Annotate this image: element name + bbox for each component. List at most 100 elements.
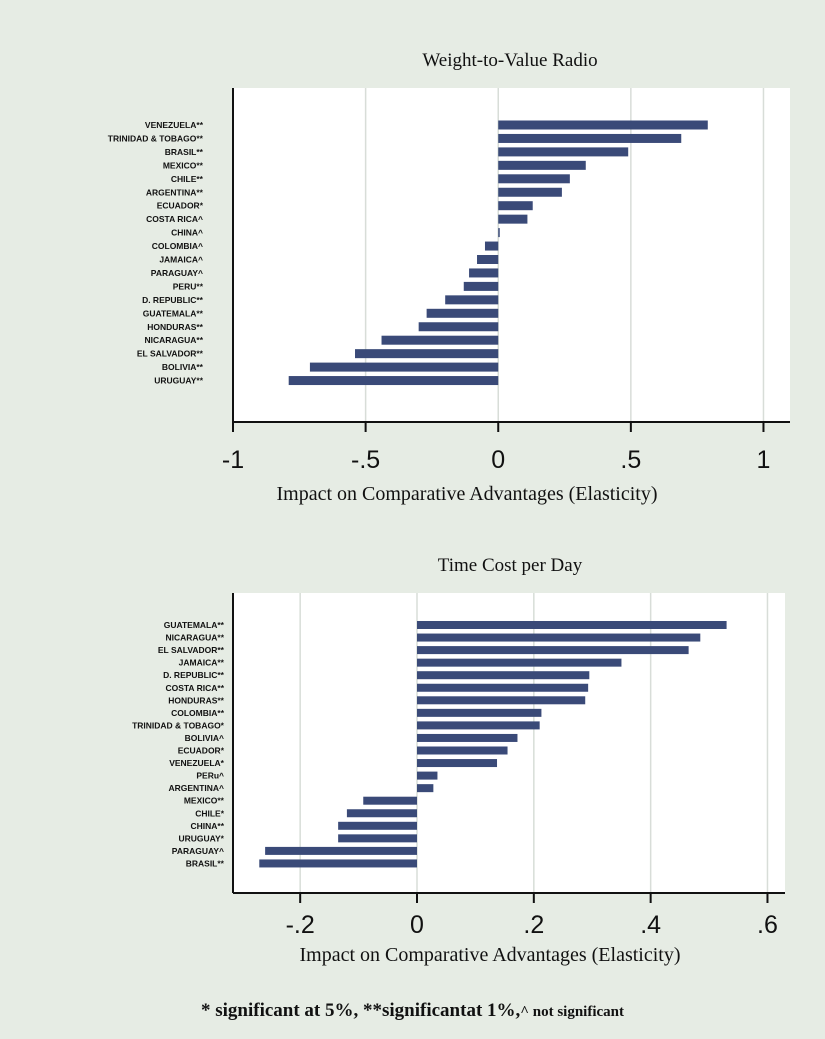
x-axis-label: Impact on Comparative Advantages (Elasti… — [277, 483, 658, 505]
bar — [417, 784, 434, 793]
category-label: JAMAICA** — [179, 658, 225, 668]
bar — [498, 120, 708, 130]
bar — [417, 671, 590, 680]
category-label: PERU** — [173, 281, 204, 291]
category-label: D. REPUBLIC** — [142, 295, 204, 305]
category-label: MEXICO** — [184, 796, 225, 806]
bar — [477, 255, 499, 264]
chart-title: Time Cost per Day — [438, 555, 583, 576]
category-label: BOLIVIA** — [162, 362, 204, 372]
bar — [417, 708, 542, 717]
x-ticks: -.2 0 .2 .4 .6 — [286, 893, 778, 939]
x-tick-label: .6 — [757, 911, 778, 939]
category-label: CHILE** — [171, 174, 204, 184]
bar — [418, 322, 499, 332]
bar — [288, 376, 499, 386]
category-label: EL SALVADOR** — [158, 645, 225, 655]
category-label: TRINIDAD & TOBAGO* — [132, 720, 225, 730]
category-label: VENEZUELA** — [145, 120, 204, 130]
bars — [288, 120, 708, 386]
chart-panel-time-cost: Time Cost per Day GUATEMALA** NICARAGUA**… — [132, 555, 785, 966]
category-label: MEXICO** — [163, 160, 204, 170]
bar — [417, 759, 498, 768]
chart-title: Weight-to-Value Radio — [422, 50, 597, 71]
bar — [445, 295, 499, 305]
bar — [417, 746, 508, 755]
bar — [498, 201, 533, 211]
bar — [417, 633, 701, 642]
category-label: CHINA** — [190, 821, 224, 831]
category-label: ECUADOR* — [157, 201, 204, 211]
category-label: ARGENTINA** — [146, 187, 204, 197]
bar — [498, 187, 562, 197]
category-label: BRASIL** — [165, 147, 204, 157]
footnote-main: * significant at 5%, **significantat 1%, — [200, 1000, 521, 1021]
category-label: TRINIDAD & TOBAGO** — [108, 133, 204, 143]
category-label: BRASIL** — [186, 858, 225, 868]
bar — [265, 846, 417, 855]
bar — [417, 658, 622, 667]
category-label: ECUADOR* — [178, 746, 225, 756]
category-label: GUATEMALA** — [164, 620, 225, 630]
bar — [259, 859, 417, 868]
category-label: JAMAICA^ — [159, 255, 203, 265]
category-label: CHINA^ — [171, 228, 203, 238]
category-label: NICARAGUA** — [144, 335, 203, 345]
category-label: COSTA RICA** — [165, 683, 224, 693]
category-label: PARAGUAY^ — [172, 846, 224, 856]
x-tick-label: -.5 — [351, 446, 380, 474]
category-labels: GUATEMALA** NICARAGUA** EL SALVADOR** JAMAI… — [132, 620, 225, 868]
category-label: PARAGUAY^ — [151, 268, 203, 278]
x-tick-label: -.2 — [286, 911, 315, 939]
category-label: URUGUAY* — [178, 833, 224, 843]
bar — [498, 228, 500, 238]
plot-area — [233, 593, 785, 893]
bar — [338, 834, 417, 843]
bar — [498, 214, 528, 224]
category-label: D. REPUBLIC** — [163, 670, 225, 680]
bar — [426, 308, 499, 318]
chart-panel-weight-to-value: Weight-to-Value Radio VENEZUELA** TRINIDA… — [108, 50, 790, 505]
bar — [417, 733, 518, 742]
bar — [498, 160, 586, 170]
bar — [417, 683, 589, 692]
bar — [484, 241, 499, 251]
category-label: EL SALVADOR** — [137, 349, 204, 359]
bar — [417, 696, 586, 705]
category-label: COSTA RICA^ — [146, 214, 203, 224]
bar — [417, 721, 540, 730]
category-label: BOLIVIA^ — [185, 733, 224, 743]
bar — [498, 174, 570, 184]
bar — [338, 821, 417, 830]
bar — [346, 809, 417, 818]
footnote: * significant at 5%, **significantat 1%,… — [0, 1000, 825, 1022]
category-label: ARGENTINA^ — [169, 783, 225, 793]
category-label: COLOMBIA** — [171, 708, 225, 718]
x-tick-label: -1 — [222, 446, 244, 474]
bar — [417, 771, 438, 780]
category-label: COLOMBIA^ — [152, 241, 203, 251]
category-label: URUGUAY** — [154, 376, 204, 386]
bar — [381, 335, 499, 345]
bar — [417, 646, 689, 655]
category-label: HONDURAS** — [147, 322, 203, 332]
x-tick-label: .2 — [523, 911, 544, 939]
category-label: NICARAGUA** — [165, 633, 224, 643]
category-label: GUATEMALA** — [143, 308, 204, 318]
x-tick-label: 0 — [491, 446, 505, 474]
x-ticks: -1 -.5 0 .5 1 — [222, 422, 770, 474]
bar — [498, 133, 682, 143]
bar — [469, 268, 499, 278]
bar — [309, 362, 499, 372]
bar — [363, 796, 417, 805]
category-label: PERu^ — [196, 771, 224, 781]
category-labels: VENEZUELA** TRINIDAD & TOBAGO** BRASIL** ME… — [108, 120, 204, 386]
bar — [498, 147, 629, 157]
category-label: VENEZUELA* — [169, 758, 224, 768]
bars — [259, 621, 727, 868]
gridlines — [299, 593, 769, 893]
x-tick-label: 0 — [410, 911, 424, 939]
x-tick-label: .4 — [640, 911, 661, 939]
footnote-small: ^ not significant — [520, 1004, 625, 1020]
